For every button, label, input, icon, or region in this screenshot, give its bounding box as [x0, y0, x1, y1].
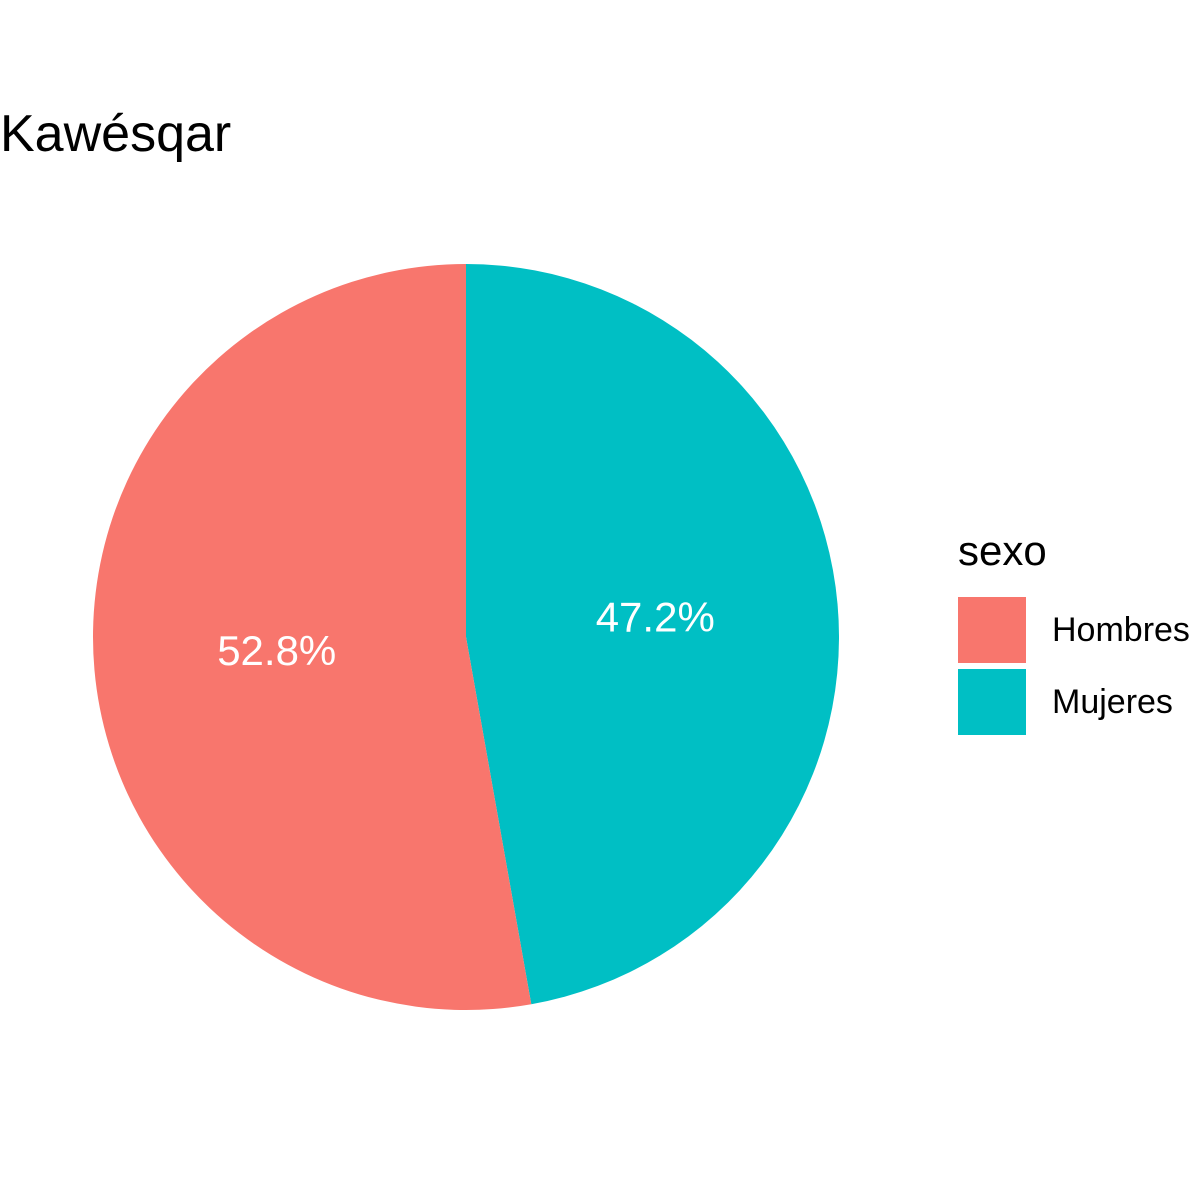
- slice-label-mujeres: 47.2%: [596, 593, 715, 640]
- legend-key-hombres: [958, 597, 1026, 663]
- chart-title: Kawésqar: [0, 105, 232, 163]
- legend-label-mujeres: Mujeres: [1052, 682, 1173, 721]
- legend-item-mujeres: Mujeres: [958, 666, 1190, 738]
- slice-label-hombres: 52.8%: [217, 627, 336, 674]
- pie-slice-hombres: [92, 264, 532, 1011]
- legend-item-hombres: Hombres: [958, 594, 1190, 666]
- pie-slices: [92, 264, 839, 1011]
- legend-title: sexo: [958, 527, 1047, 574]
- pie-slice-mujeres: [466, 264, 839, 1005]
- pie-slice-labels: 47.2% 52.8%: [217, 593, 715, 673]
- legend-key-mujeres: [958, 669, 1026, 735]
- legend-label-hombres: Hombres: [1052, 610, 1190, 649]
- legend: sexo Hombres Mujeres: [958, 530, 1190, 738]
